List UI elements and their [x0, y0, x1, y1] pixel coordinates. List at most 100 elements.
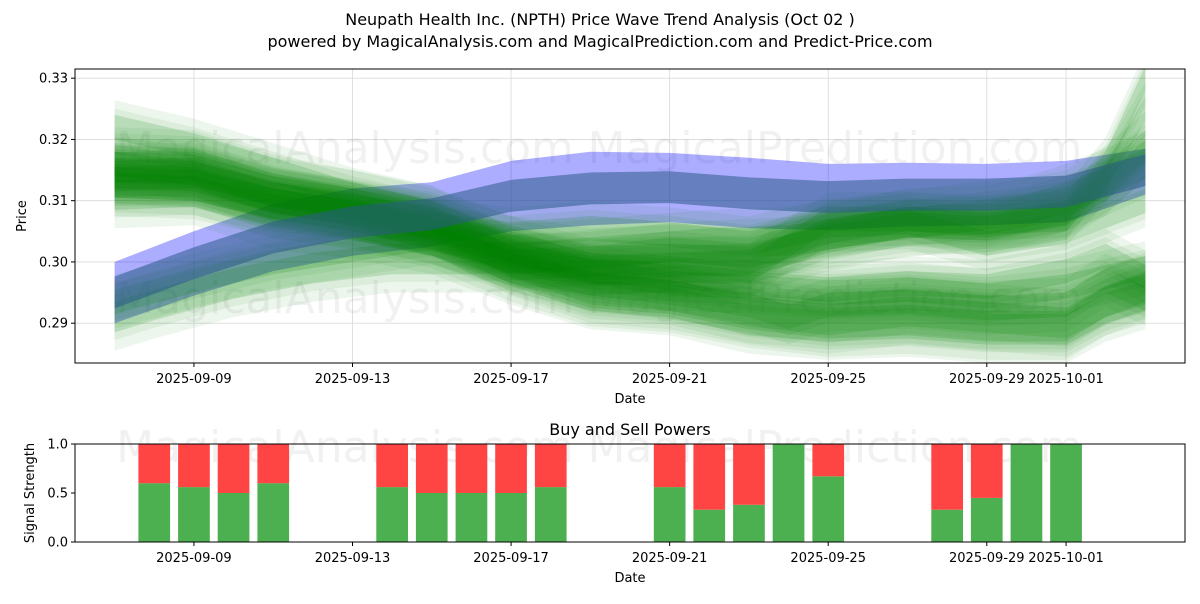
- sell-bar: [495, 444, 527, 493]
- price-y-axis-label: Price: [15, 200, 30, 232]
- buy-bar: [415, 493, 448, 542]
- sell-bar: [733, 444, 765, 505]
- buy-bar: [1050, 444, 1082, 542]
- sell-bar: [653, 444, 686, 488]
- buy-bar: [534, 487, 567, 542]
- green-wave-band: [114, 151, 1146, 339]
- green-wave-band: [114, 130, 1146, 278]
- chart-title: Neupath Health Inc. (NPTH) Price Wave Tr…: [345, 10, 855, 29]
- green-wave-band: [114, 145, 1146, 308]
- signal-x-tick-label: 2025-09-25: [790, 551, 866, 566]
- sell-bar: [138, 444, 171, 484]
- green-wave-band: [114, 69, 1146, 290]
- buy-bar: [217, 493, 250, 542]
- buy-bar: [257, 483, 290, 542]
- signal-x-tick-label: 2025-09-13: [315, 551, 391, 566]
- green-wave-band: [114, 149, 1146, 344]
- signal-x-tick-label: 2025-09-21: [632, 551, 708, 566]
- sell-bar: [376, 444, 408, 488]
- signal-y-tick-label: 0.5: [47, 487, 68, 502]
- signal-y-tick-label: 0.0: [47, 536, 68, 551]
- buy-bar: [653, 487, 686, 542]
- buy-bar: [733, 504, 765, 542]
- green-wave-band: [114, 130, 1146, 351]
- green-wave-band: [114, 157, 1146, 262]
- green-wave-band: [114, 151, 1146, 302]
- price-y-tick-label: 0.32: [39, 133, 68, 148]
- sell-bar: [970, 444, 1003, 498]
- green-wave-band: [114, 137, 1146, 317]
- green-wave-band: [114, 141, 1146, 340]
- price-series-group: [114, 69, 1146, 363]
- sell-bar: [455, 444, 488, 493]
- price-y-tick-label: 0.30: [39, 255, 68, 270]
- buy-bar: [812, 476, 845, 542]
- green-wave-band: [114, 139, 1146, 275]
- price-axis-ticks: 2025-09-09 2025-09-13 2025-09-17 2025-09-21…: [39, 72, 1104, 387]
- green-wave-band: [114, 144, 1146, 347]
- sell-bar: [812, 444, 845, 477]
- sell-bar: [217, 444, 250, 493]
- green-wave-band: [114, 81, 1146, 296]
- sell-bar: [534, 444, 567, 488]
- price-plot-area: [114, 69, 1146, 363]
- buy-bar: [772, 444, 805, 542]
- green-wave-band: [114, 69, 1146, 284]
- signal-chart-title: Buy and Sell Powers: [549, 420, 711, 439]
- green-wave-band: [114, 148, 1146, 333]
- buy-bar: [376, 487, 408, 542]
- price-x-tick-label: 2025-09-21: [632, 372, 708, 387]
- green-wave-band: [114, 225, 1146, 314]
- watermark-mid-right: MagicalPrediction.com: [588, 273, 1083, 324]
- green-wave-band: [114, 148, 1146, 360]
- buy-bar: [1010, 444, 1043, 542]
- watermark-mid-left: MagicalAnalysis.com: [116, 273, 574, 324]
- price-y-tick-label: 0.31: [39, 194, 68, 209]
- green-wave-band: [114, 219, 1146, 321]
- green-wave-band: [114, 149, 1146, 271]
- price-axes-frame: [74, 68, 1186, 364]
- buy-bar: [931, 509, 963, 542]
- green-wave-band: [114, 157, 1146, 336]
- chart-subtitle: powered by MagicalAnalysis.com and Magic…: [267, 32, 932, 51]
- signal-y-axis-label: Signal Strength: [23, 443, 38, 543]
- buy-bar: [693, 509, 726, 542]
- green-wave-band: [114, 133, 1146, 357]
- signal-plot-area: [138, 444, 1082, 542]
- signal-x-tick-label: 2025-09-29: [949, 551, 1025, 566]
- price-x-tick-label: 2025-09-29: [949, 372, 1025, 387]
- green-wave-band: [114, 111, 1146, 296]
- signal-y-tick-label: 1.0: [47, 438, 68, 453]
- sell-bar: [178, 444, 210, 488]
- green-wave-band: [114, 122, 1146, 285]
- price-x-tick-label: 2025-09-17: [473, 372, 549, 387]
- price-x-tick-label: 2025-09-13: [315, 372, 391, 387]
- signal-x-tick-label: 2025-09-17: [473, 551, 549, 566]
- signal-axis-ticks: 2025-09-09 2025-09-13 2025-09-17 2025-09-21…: [47, 438, 1104, 567]
- green-wave-band: [114, 69, 1146, 299]
- watermark-top-right: MagicalPrediction.com: [588, 123, 1083, 174]
- green-wave-band: [114, 90, 1146, 287]
- buy-bar: [455, 493, 488, 542]
- buy-bar: [970, 497, 1003, 542]
- buy-bar: [138, 483, 171, 542]
- price-x-tick-label: 2025-09-09: [156, 372, 232, 387]
- signal-x-axis-label: Date: [614, 571, 645, 586]
- price-x-tick-label: 2025-09-25: [790, 372, 866, 387]
- green-wave-band: [114, 124, 1146, 289]
- sell-bar: [257, 444, 290, 484]
- watermark-top-left: MagicalAnalysis.com: [116, 123, 574, 174]
- sell-bar: [693, 444, 726, 510]
- sell-bar: [415, 444, 448, 493]
- price-x-axis-label: Date: [614, 392, 645, 407]
- green-wave-band: [114, 133, 1146, 281]
- price-x-tick-label: 2025-10-01: [1028, 372, 1104, 387]
- blue-core-band: [114, 154, 1146, 309]
- buy-bar: [495, 493, 527, 542]
- signal-x-tick-label: 2025-10-01: [1028, 551, 1104, 566]
- sell-bar: [931, 444, 963, 510]
- green-wave-band: [114, 210, 1146, 329]
- price-y-tick-label: 0.33: [39, 72, 68, 87]
